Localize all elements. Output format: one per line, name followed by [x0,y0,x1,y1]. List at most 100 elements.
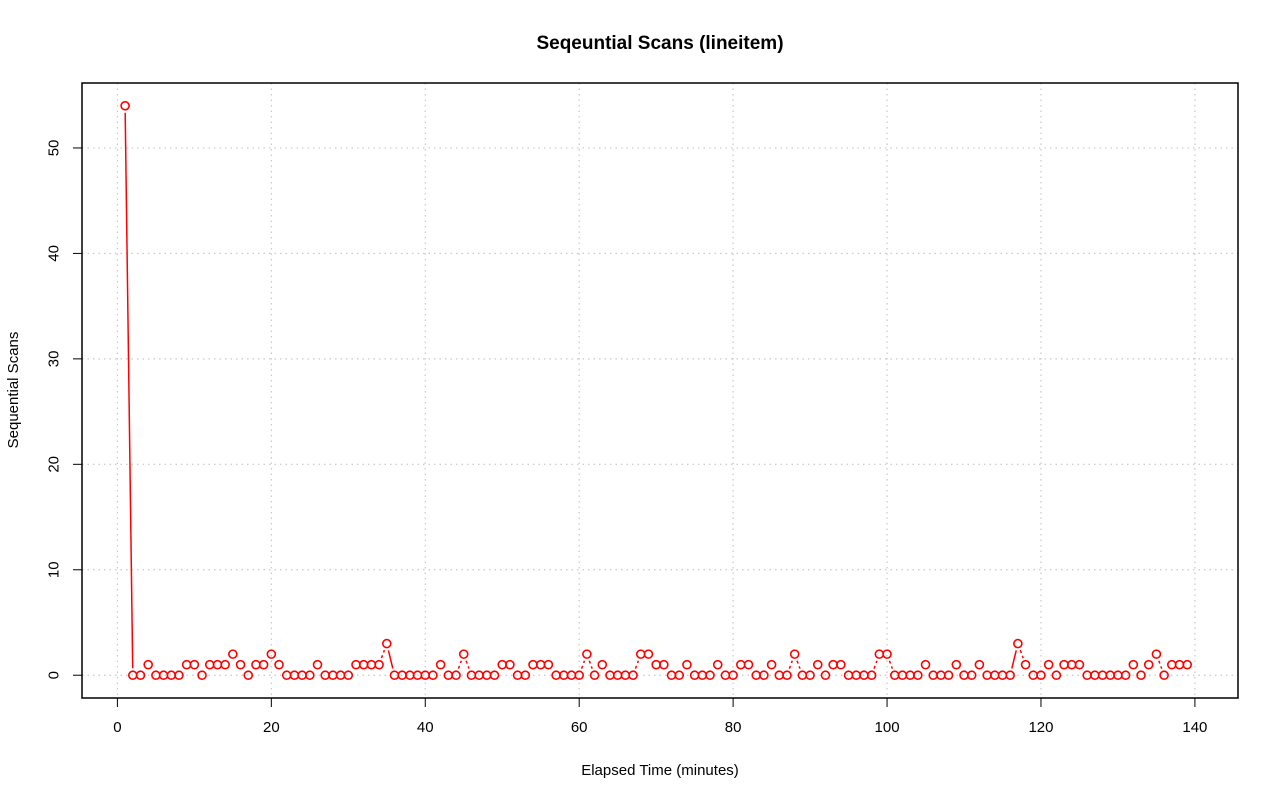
data-point [458,649,469,659]
chart-title: Seqeuntial Scans (lineitem) [536,33,783,54]
x-axis: 0 20 40 60 80 100 120 140 [113,697,1207,736]
data-point [197,670,207,681]
data-point [705,670,715,681]
series-line-segment [380,649,386,659]
data-point [836,659,846,670]
data-point [251,659,261,670]
data-point [312,659,323,670]
data-point [1128,659,1139,670]
x-tick-label: 100 [875,719,900,736]
data-point [358,659,369,670]
data-point [505,659,515,670]
data-point [528,659,538,670]
data-point [920,659,931,670]
data-point [1051,670,1062,681]
data-point [181,659,192,670]
data-point [1028,670,1039,681]
data-point [489,670,500,681]
data-point [605,670,615,681]
data-point [659,659,669,670]
y-tick-label: 50 [46,140,63,157]
series-line-segment [796,660,801,669]
data-point [451,670,461,681]
y-axis: 0 10 20 30 40 50 [46,140,83,679]
series-line-segment [1158,660,1163,669]
data-point [1059,659,1069,670]
series-line-segment [588,660,593,669]
y-tick-label: 0 [46,671,63,679]
data-point [997,670,1008,681]
data-point [228,649,238,659]
data-point [574,670,584,681]
data-point [712,659,723,670]
series-line-segment [457,660,463,669]
x-tick-label: 120 [1028,719,1053,736]
series-line-segment [1011,650,1017,669]
data-point [497,659,508,670]
data-point [805,670,815,681]
data-point [343,670,354,681]
data-point [759,670,769,681]
data-point [189,659,200,670]
x-tick-label: 80 [725,719,742,736]
data-point [1105,670,1116,681]
data-point [766,659,777,670]
data-point [612,670,623,681]
x-tick-label: 0 [113,719,121,736]
x-tick-label: 20 [263,719,280,736]
data-point [966,670,977,681]
series-line-segment [873,660,878,669]
data-point [520,670,531,681]
data-point [782,670,792,681]
data-point [120,100,130,111]
data-point [628,670,638,681]
data-point [374,659,384,670]
data-point [428,670,438,681]
data-point [1074,659,1085,670]
data-point [204,659,215,670]
data-point [466,670,477,681]
x-axis-label: Elapsed Time (minutes) [581,762,739,779]
data-point [643,649,654,659]
data-point [728,670,738,681]
data-point [1005,670,1015,681]
data-point [974,659,985,670]
data-point [720,670,731,681]
grid [82,83,1238,698]
series-layer [120,100,1193,681]
y-tick-label: 40 [46,245,63,262]
series-line-segment [788,660,793,669]
data-point [651,659,661,670]
data-point [1167,659,1177,670]
data-point [243,670,254,681]
data-point [789,649,800,659]
data-point [1159,670,1169,681]
data-point [812,659,823,670]
data-point [736,659,746,670]
plot-frame [81,82,1239,699]
data-point [151,670,161,681]
data-point [389,670,400,681]
data-point [381,638,392,649]
data-point [212,659,223,670]
data-point [674,670,685,681]
data-point [305,670,315,681]
data-point [866,670,877,681]
series-line-segment [888,660,894,669]
data-point [697,670,708,681]
series-line-segment [465,660,470,669]
series-line-segment [1019,649,1024,659]
data-point [1066,659,1077,670]
data-point [589,670,600,681]
data-point [582,649,592,659]
y-tick-label: 30 [46,351,63,368]
data-point [158,670,169,681]
y-axis-label: Sequential Scans [5,332,22,449]
data-point [1143,659,1154,670]
data-point [435,659,446,670]
data-point [874,649,885,659]
y-tick-label: 10 [46,561,63,578]
data-point [620,670,631,681]
data-point [828,659,838,670]
